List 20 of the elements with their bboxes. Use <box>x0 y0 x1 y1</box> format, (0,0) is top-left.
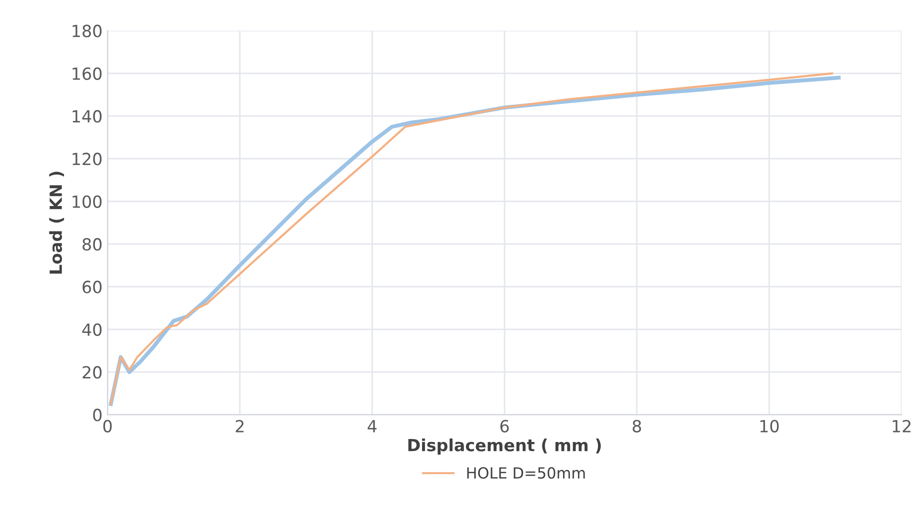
legend-label: HOLE D=50mm <box>467 467 585 479</box>
x-tick-label: 12 <box>892 420 910 432</box>
x-tick-label: 4 <box>368 420 377 432</box>
y-tick-label: 20 <box>82 366 102 379</box>
y-tick-label: 0 <box>93 408 102 422</box>
x-tick-label: 8 <box>632 420 642 432</box>
x-axis-title: Displacement ( mm ) <box>408 438 601 455</box>
y-tick-label: 80 <box>82 238 102 251</box>
y-tick-label: 100 <box>72 195 102 208</box>
y-tick-label: 40 <box>82 323 102 336</box>
x-tick-label: 10 <box>760 420 779 432</box>
y-tick-label: 120 <box>72 152 102 166</box>
x-tick-label: 2 <box>236 420 244 432</box>
y-tick-label: 140 <box>72 110 102 123</box>
y-tick-label: 160 <box>72 67 102 80</box>
y-axis-title: Load ( KN ) <box>49 172 64 274</box>
x-tick-label: 6 <box>500 420 509 432</box>
y-tick-label: 180 <box>72 24 102 38</box>
y-tick-label: 60 <box>82 280 102 294</box>
x-tick-label: 0 <box>103 420 112 432</box>
